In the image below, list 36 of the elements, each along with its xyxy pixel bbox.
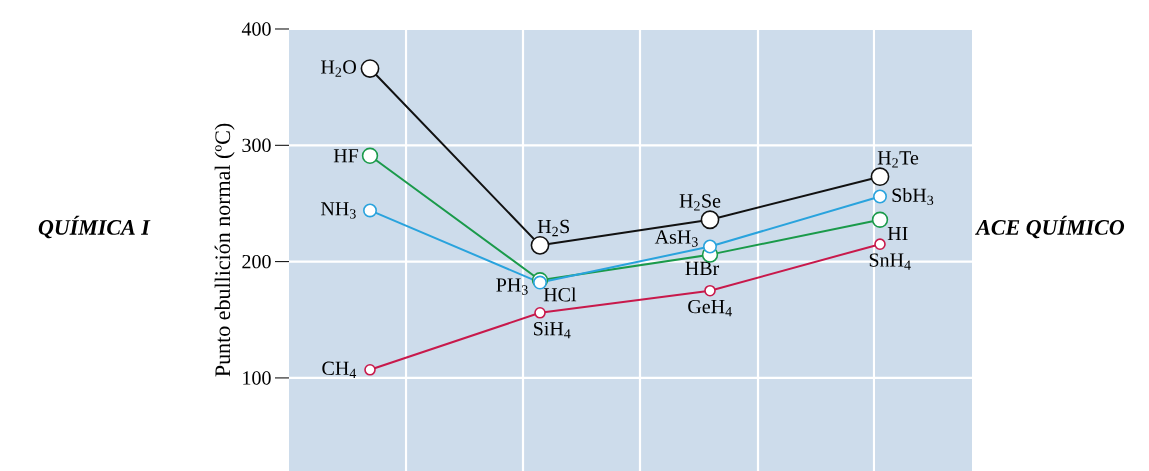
- annotation: HBr: [685, 261, 720, 275]
- point: [360, 59, 380, 78]
- point: [700, 210, 720, 230]
- point: [363, 203, 377, 218]
- point: [704, 284, 716, 297]
- y-tick-label: 200: [242, 254, 271, 269]
- point: [871, 211, 889, 228]
- y-tick-label: 100: [243, 371, 271, 385]
- annotation: H$_{2}$O: [321, 60, 356, 77]
- annotation: GeH$_{4}$: [688, 299, 732, 317]
- point: [530, 235, 550, 255]
- point: [364, 363, 376, 376]
- annotation: NH$_{3}$: [321, 202, 356, 219]
- point: [874, 238, 886, 250]
- annotation: SiH$_{4}$: [534, 322, 571, 339]
- annotation: H$_{2}$Se: [679, 194, 721, 211]
- y-tick-label: 400: [241, 22, 271, 36]
- annotation: SbH$_{3}$: [892, 187, 934, 206]
- y-axis-title: Punto ebullición normal (ºC): [214, 123, 235, 377]
- point: [361, 147, 379, 164]
- point: [703, 239, 717, 254]
- annotation: PH$_{3}$: [496, 278, 528, 295]
- text: QUÍMICA I: [38, 215, 151, 239]
- annotation: HF: [333, 149, 359, 163]
- point: [873, 189, 887, 204]
- annotation: H$_{2}$S: [537, 219, 570, 237]
- point: [870, 167, 890, 187]
- annotation: H$_{2}$Te: [877, 151, 919, 168]
- annotation: HCl: [543, 287, 577, 302]
- point: [534, 307, 546, 319]
- annotation: CH$_{4}$: [322, 361, 357, 378]
- text: ACE QUÍMICO: [975, 215, 1125, 239]
- annotation: AsH$_{3}$: [654, 230, 698, 247]
- y-tick-label: 300: [242, 138, 271, 153]
- annotation: SnH$_{4}$: [869, 253, 911, 270]
- annotation: HI: [887, 226, 908, 241]
